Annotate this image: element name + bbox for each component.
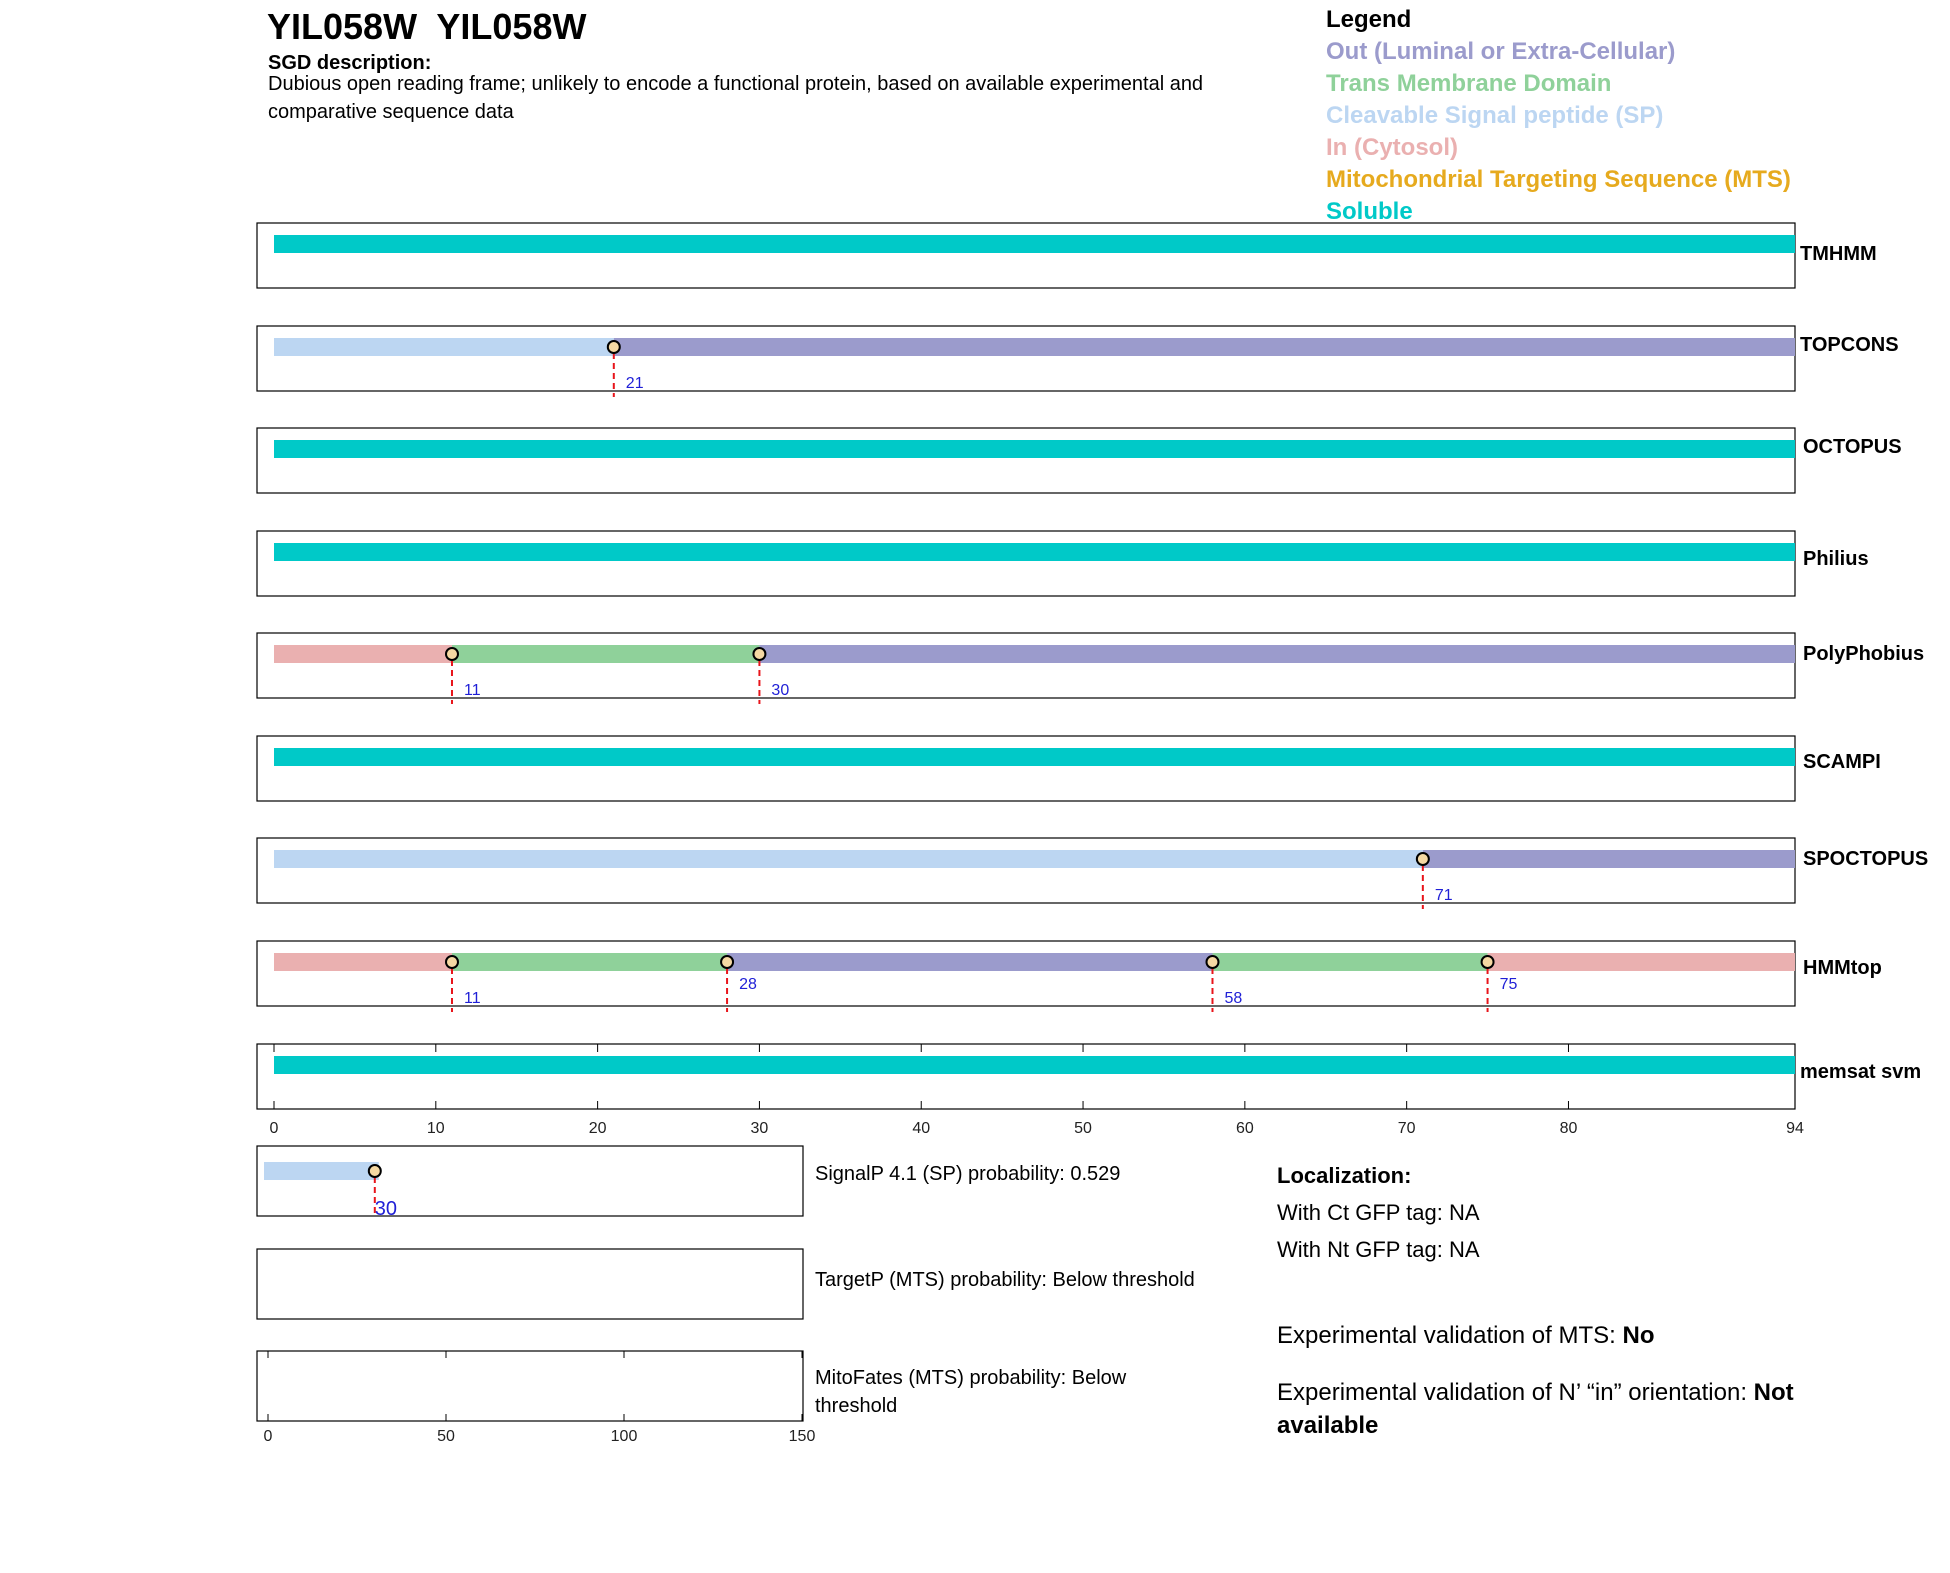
legend-item-out: Out (Luminal or Extra-Cellular) bbox=[1326, 38, 1676, 65]
x-tick-label-0: 0 bbox=[270, 1120, 279, 1137]
segment-spoctopus-signal-0 bbox=[274, 850, 1423, 868]
lower-x-tick-label-100: 100 bbox=[611, 1428, 638, 1445]
x-tick-label-60: 60 bbox=[1236, 1120, 1254, 1137]
nin-validation-label: Experimental validation of N’ “in” orien… bbox=[1277, 1379, 1754, 1406]
boundary-label-topcons-21: 21 bbox=[626, 375, 644, 392]
lower-x-tick-label-150: 150 bbox=[789, 1428, 816, 1445]
segment-topcons-signal-0 bbox=[274, 338, 614, 356]
lower-boundary-marker-signalp-30 bbox=[367, 1164, 382, 1178]
track-frame-polyphobius bbox=[256, 632, 1796, 699]
gene-title: YIL058W YIL058W bbox=[267, 6, 587, 47]
legend-item-soluble: Soluble bbox=[1326, 198, 1413, 225]
legend-title: Legend bbox=[1326, 6, 1412, 33]
track-frame-hmmtop bbox=[256, 940, 1796, 1007]
predictor-label-octopus: OCTOPUS bbox=[1803, 436, 1902, 458]
localization-nt-gfp: With Nt GFP tag: NA bbox=[1277, 1237, 1480, 1262]
x-tick-label-30: 30 bbox=[751, 1120, 769, 1137]
segment-scampi-soluble-0 bbox=[274, 748, 1795, 766]
segment-polyphobius-in-0 bbox=[274, 645, 452, 663]
boundary-label-hmmtop-75: 75 bbox=[1500, 976, 1518, 993]
track-frame-topcons bbox=[256, 325, 1796, 392]
mitofates-probability-text: MitoFates (MTS) probability: Below thres… bbox=[815, 1367, 1127, 1417]
segment-octopus-soluble-0 bbox=[274, 440, 1795, 458]
lower-frame-targetp bbox=[256, 1248, 804, 1320]
legend-item-signal: Cleavable Signal peptide (SP) bbox=[1326, 102, 1664, 129]
track-frame-spoctopus bbox=[256, 837, 1796, 904]
x-tick-label-40: 40 bbox=[912, 1120, 930, 1137]
boundary-marker-hmmtop-11 bbox=[444, 955, 459, 969]
x-tick-label-80: 80 bbox=[1560, 1120, 1578, 1137]
boundary-label-hmmtop-11: 11 bbox=[464, 990, 481, 1007]
track-frame-memsat-svm bbox=[256, 1043, 1796, 1110]
lower-segment-signalp-0 bbox=[264, 1162, 379, 1180]
mts-validation-value: No bbox=[1622, 1322, 1655, 1349]
legend-item-mts: Mitochondrial Targeting Sequence (MTS) bbox=[1326, 166, 1791, 193]
localization-ct-gfp: With Ct GFP tag: NA bbox=[1277, 1200, 1480, 1225]
boundary-marker-topcons-21 bbox=[606, 340, 621, 354]
targetp-probability-text: TargetP (MTS) probability: Below thresho… bbox=[815, 1269, 1195, 1291]
boundary-marker-spoctopus-71 bbox=[1415, 852, 1430, 866]
boundary-marker-hmmtop-58 bbox=[1205, 955, 1220, 969]
segment-topcons-out-1 bbox=[613, 338, 1795, 356]
lower-frame-signalp bbox=[256, 1145, 804, 1217]
boundary-label-spoctopus-71: 71 bbox=[1435, 887, 1453, 904]
predictor-label-tmhmm: TMHMM bbox=[1800, 243, 1877, 265]
lower-x-tick-label-0: 0 bbox=[264, 1428, 273, 1445]
predictor-label-polyphobius: PolyPhobius bbox=[1803, 643, 1925, 665]
x-tick-label-20: 20 bbox=[589, 1120, 607, 1137]
boundary-marker-hmmtop-75 bbox=[1480, 955, 1495, 969]
x-tick-label-10: 10 bbox=[427, 1120, 445, 1137]
predictor-label-topcons: TOPCONS bbox=[1800, 334, 1899, 356]
segment-hmmtop-tm-1 bbox=[451, 953, 728, 971]
nin-validation-value: Not available bbox=[1277, 1379, 1794, 1439]
boundary-label-polyphobius-11: 11 bbox=[464, 682, 481, 699]
legend-item-in: In (Cytosol) bbox=[1326, 134, 1458, 161]
boundary-marker-polyphobius-11 bbox=[444, 647, 459, 661]
x-tick-label-50: 50 bbox=[1074, 1120, 1092, 1137]
sgd-description-label: SGD description: bbox=[268, 52, 432, 74]
boundary-marker-polyphobius-30 bbox=[752, 647, 767, 661]
lower-frame-mitofates bbox=[256, 1350, 804, 1422]
track-frame-tmhmm bbox=[256, 222, 1796, 289]
legend: Legend Out (Luminal or Extra-Cellular) T… bbox=[1326, 4, 1791, 228]
boundary-marker-hmmtop-28 bbox=[720, 955, 735, 969]
segment-polyphobius-tm-1 bbox=[451, 645, 760, 663]
segment-tmhmm-soluble-0 bbox=[274, 235, 1795, 253]
mts-validation: Experimental validation of MTS: No bbox=[1277, 1317, 1654, 1355]
segment-hmmtop-in-4 bbox=[1487, 953, 1795, 971]
x-tick-label-94: 94 bbox=[1786, 1120, 1804, 1137]
legend-item-tm: Trans Membrane Domain bbox=[1326, 70, 1612, 97]
segment-philius-soluble-0 bbox=[274, 543, 1795, 561]
segment-memsat-svm-soluble-0 bbox=[274, 1056, 1795, 1074]
nin-validation: Experimental validation of N’ “in” orien… bbox=[1277, 1376, 1877, 1442]
boundary-label-hmmtop-28: 28 bbox=[739, 976, 757, 993]
boundary-label-hmmtop-58: 58 bbox=[1224, 990, 1242, 1007]
mts-validation-label: Experimental validation of MTS: bbox=[1277, 1322, 1623, 1349]
track-frame-scampi bbox=[256, 735, 1796, 802]
sgd-description-text: Dubious open reading frame; unlikely to … bbox=[268, 73, 1204, 123]
lower-boundary-label-signalp-30: 30 bbox=[375, 1198, 397, 1220]
lower-x-tick-label-50: 50 bbox=[437, 1428, 455, 1445]
track-frame-octopus bbox=[256, 427, 1796, 494]
segment-polyphobius-out-2 bbox=[759, 645, 1795, 663]
localization-title: Localization: bbox=[1277, 1163, 1412, 1188]
signalp-probability-text: SignalP 4.1 (SP) probability: 0.529 bbox=[815, 1163, 1121, 1185]
predictor-label-hmmtop: HMMtop bbox=[1803, 957, 1882, 979]
predictor-label-memsat-svm: memsat svm bbox=[1800, 1061, 1922, 1083]
segment-hmmtop-out-2 bbox=[727, 953, 1213, 971]
boundary-label-polyphobius-30: 30 bbox=[771, 682, 789, 699]
predictor-label-spoctopus: SPOCTOPUS bbox=[1803, 848, 1929, 870]
x-tick-label-70: 70 bbox=[1398, 1120, 1416, 1137]
segment-spoctopus-out-1 bbox=[1422, 850, 1795, 868]
segment-hmmtop-in-0 bbox=[274, 953, 452, 971]
track-frame-philius bbox=[256, 530, 1796, 597]
predictor-label-scampi: SCAMPI bbox=[1803, 751, 1881, 773]
predictor-label-philius: Philius bbox=[1803, 548, 1869, 570]
segment-hmmtop-tm-3 bbox=[1212, 953, 1488, 971]
